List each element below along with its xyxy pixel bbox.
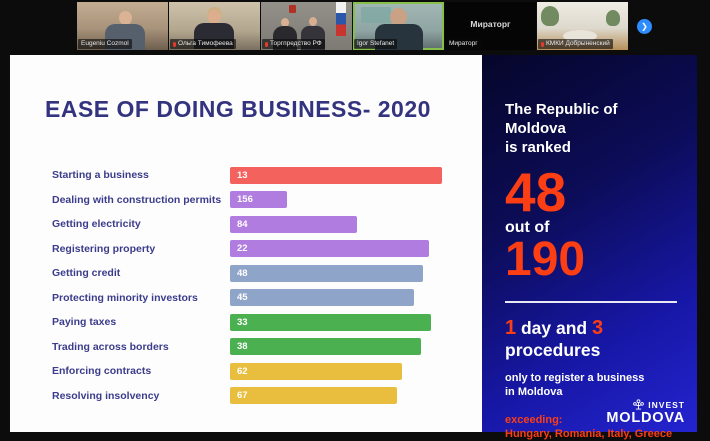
rank-bar: 62 <box>230 362 402 380</box>
category-label: Protecting minority investors <box>52 291 198 304</box>
moldova-rank-panel: The Republic of Moldova is ranked 48 out… <box>482 55 697 440</box>
participant-tile[interactable]: Мираторг Мираторг <box>445 2 536 50</box>
russian-flag <box>336 2 346 36</box>
rank-bar: 48 <box>230 264 423 282</box>
chart-row: Paying taxes 33 <box>10 310 482 335</box>
rank-bar: 84 <box>230 215 358 233</box>
rank-bar: 45 <box>230 289 415 307</box>
invest-moldova-emblem <box>633 399 645 410</box>
chart-row: Registering property 22 <box>10 237 482 262</box>
category-label: Dealing with construction permits <box>52 193 222 206</box>
participant-figure <box>119 11 132 25</box>
participant-tile[interactable]: КМКИ Добрыненский <box>537 2 628 50</box>
ranked-line2: is ranked <box>505 139 571 156</box>
category-label: Enforcing contracts <box>52 365 152 378</box>
muted-mic-icon <box>173 41 176 47</box>
category-label: Getting electricity <box>52 218 141 231</box>
chart-row: Getting credit 48 <box>10 261 482 286</box>
total-number: 190 <box>505 233 586 286</box>
category-label: Getting credit <box>52 267 121 280</box>
rank-bar: 38 <box>230 338 421 356</box>
exceeding-countries: Hungary, Romania, Italy, Greece <box>505 428 673 440</box>
participant-name-label: Ольга Тимофеева <box>170 39 236 49</box>
chart-row: Dealing with construction permits 156 <box>10 188 482 213</box>
participant-tiles: Eugeniu Cozmol Ольга Тимофеева Торгпредств… <box>77 2 628 50</box>
fact-sub-line2: in Moldova <box>505 386 563 398</box>
participant-name-label: КМКИ Добрыненский <box>538 39 613 49</box>
office-plant <box>541 6 559 26</box>
rank-bar: 33 <box>230 313 432 331</box>
participant-tile[interactable]: Ольга Тимофеева <box>169 2 260 50</box>
office-plant <box>606 10 620 26</box>
shared-slide: EASE OF DOING BUSINESS- 2020 Starting a … <box>10 55 482 432</box>
chart-row: Resolving insolvency 67 <box>10 384 482 409</box>
fact-line: 1 day and 3 procedures <box>505 317 604 360</box>
participant-name-label: Eugeniu Cozmol <box>78 39 132 49</box>
chart-row: Getting electricity 84 <box>10 212 482 237</box>
invest-moldova-logo: INVEST MOLDOVA <box>606 398 685 425</box>
category-label: Trading across borders <box>52 340 169 353</box>
coat-of-arms <box>289 5 296 13</box>
rank-bar: 156 <box>230 191 288 209</box>
exceeding-label: exceeding: <box>505 414 563 426</box>
participant-name-label: Igor Stefanet <box>354 39 398 49</box>
category-label: Resolving insolvency <box>52 389 160 402</box>
ease-of-doing-business-chart: Starting a business 13 Dealing with constr… <box>10 163 482 408</box>
ranked-line1: The Republic of Moldova <box>505 101 618 137</box>
logo-moldova-text: MOLDOVA <box>606 410 685 426</box>
participant-tile[interactable]: Торгпредство РФ <box>261 2 352 50</box>
fact-days: 1 <box>505 317 517 339</box>
divider-line <box>505 301 677 303</box>
logo-invest-text: INVEST <box>648 399 685 410</box>
slide-title: EASE OF DOING BUSINESS- 2020 <box>45 96 431 122</box>
participant-name-label: Торгпредство РФ <box>262 39 325 49</box>
participant-tile[interactable]: Eugeniu Cozmol <box>77 2 168 50</box>
chart-row: Enforcing contracts 62 <box>10 359 482 384</box>
gallery-next-page-button[interactable]: ❯ <box>637 19 652 34</box>
rank-number: 48 <box>505 161 567 223</box>
chart-row: Trading across borders 38 <box>10 335 482 360</box>
participant-figure <box>208 10 221 24</box>
chart-row: Starting a business 13 <box>10 163 482 188</box>
category-label: Registering property <box>52 242 156 255</box>
muted-mic-icon <box>265 41 268 47</box>
participant-placeholder-text: Мираторг <box>470 19 511 29</box>
rank-bar: 22 <box>230 240 430 258</box>
participant-name-label: Мираторг <box>446 39 481 49</box>
rank-bar: 13 <box>230 166 442 184</box>
participant-tile[interactable]: Igor Stefanet <box>353 2 444 50</box>
muted-mic-icon <box>541 41 544 47</box>
wall-art <box>361 7 391 23</box>
rank-bar: 67 <box>230 387 398 405</box>
category-label: Paying taxes <box>52 316 117 329</box>
participant-figure <box>390 8 407 26</box>
category-label: Starting a business <box>52 169 149 182</box>
video-gallery-strip: Eugeniu Cozmol Ольга Тимофеева Торгпредств… <box>0 0 710 52</box>
out-of-label: out of <box>505 219 550 236</box>
fact-procedures: 3 <box>591 317 604 339</box>
chart-row: Protecting minority investors 45 <box>10 286 482 311</box>
fact-sub-line1: only to register a business <box>505 372 645 384</box>
